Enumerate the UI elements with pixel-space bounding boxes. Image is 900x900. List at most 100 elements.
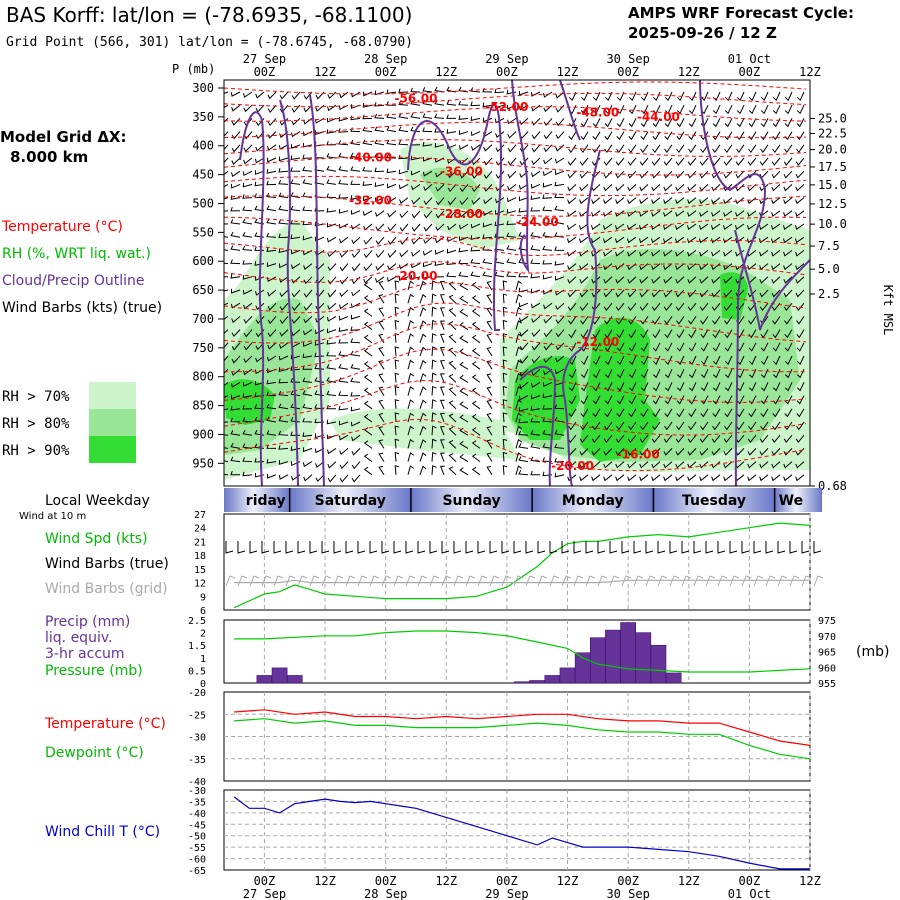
- wind-barb: [486, 333, 493, 344]
- wind-barb: [515, 425, 522, 436]
- wind-barb: [327, 302, 337, 310]
- wind-barb: [759, 157, 769, 166]
- wind-barb: [543, 302, 553, 310]
- wind-barb: [616, 118, 625, 128]
- wind-barb: [434, 261, 445, 267]
- wind-barb: [351, 461, 361, 470]
- precip-bar: [514, 681, 530, 684]
- wind-barb: [675, 434, 685, 444]
- wind-barb: [502, 438, 508, 449]
- wind-barb: [459, 374, 469, 383]
- wind-barb: [640, 421, 649, 431]
- wind-barb: [519, 355, 529, 364]
- top-date-label: 30 Sep: [606, 52, 649, 66]
- wind-barb: [675, 210, 685, 217]
- wind-barb-grid: [477, 575, 488, 587]
- wind-barb: [579, 236, 589, 244]
- wind-barb: [326, 165, 337, 172]
- wind-barb: [531, 144, 541, 153]
- wind-barb: [482, 222, 493, 228]
- wind-barb: [278, 430, 289, 436]
- wind-barb: [616, 329, 625, 339]
- wind-barb: [435, 197, 445, 206]
- wind-barb: [326, 179, 337, 185]
- wind-barb: [434, 249, 445, 255]
- wind-barb: [615, 184, 625, 192]
- wind-barb: [688, 395, 697, 405]
- wind-barb: [495, 157, 505, 166]
- wind-barb: [663, 263, 673, 271]
- wind-barb: [554, 443, 565, 449]
- wind-barb: [567, 276, 577, 284]
- wind-barb: [518, 418, 529, 424]
- rh80-swatch: [89, 409, 136, 436]
- legend-dewpoint: Dewpoint (°C): [45, 745, 144, 761]
- wind-barb: [652, 118, 661, 128]
- wind-barb: [542, 194, 553, 199]
- wind-barb: [700, 91, 709, 102]
- wind-barb: [458, 247, 469, 253]
- kft-axis: 25.022.520.017.515.012.510.07.55.02.50.6…: [810, 111, 847, 493]
- wind-barb: [603, 461, 613, 469]
- wind-barb: [530, 430, 541, 436]
- wind-barb: [554, 457, 565, 463]
- wind-barb: [506, 245, 517, 251]
- wind-barb: [712, 329, 721, 339]
- wind-barb: [486, 360, 493, 370]
- wind-barb: [783, 197, 793, 205]
- wind-barb: [772, 104, 781, 115]
- precip-bar: [286, 675, 303, 684]
- wind-barb: [784, 91, 793, 102]
- wind-barb: [446, 248, 457, 254]
- wind-barb: [224, 447, 229, 449]
- y-tick-label: 2.5: [188, 616, 206, 627]
- wind-barb: [542, 218, 553, 225]
- weekday-name: Tuesday: [682, 493, 746, 509]
- wind-barb-true: [753, 541, 762, 554]
- wind-barb: [278, 179, 289, 185]
- wind-barb: [771, 276, 781, 284]
- wind-barb: [580, 104, 589, 115]
- wind-barb: [616, 382, 625, 392]
- wind-barb: [687, 434, 697, 444]
- wind-barb: [407, 425, 414, 436]
- wind-barb: [447, 184, 457, 193]
- wind-barb: [224, 183, 229, 188]
- wind-barb: [591, 263, 601, 271]
- wind-barb: [627, 302, 637, 312]
- wind-barb: [554, 205, 565, 212]
- wind-barb: [483, 144, 493, 152]
- wind-barb: [422, 113, 433, 119]
- wind-barb: [651, 197, 661, 205]
- legend-wind-spd: Wind Spd (kts): [45, 531, 148, 547]
- wind-barb-grid: [729, 575, 740, 587]
- wind-barb: [394, 306, 400, 317]
- wind-barb: [407, 452, 414, 462]
- wind-barb: [410, 87, 421, 93]
- wind-barb: [784, 316, 793, 325]
- wind-barb-grid: [693, 575, 704, 587]
- wind-barb: [502, 346, 508, 357]
- wind-barb: [640, 118, 649, 128]
- wind-barb: [675, 157, 685, 166]
- wind-barb: [230, 219, 241, 225]
- wind-barb-true: [381, 541, 390, 554]
- wind-barb: [394, 333, 400, 343]
- wind-barb: [627, 184, 637, 192]
- wind-barb: [735, 197, 745, 205]
- wind-barb: [675, 223, 685, 231]
- wind-barb: [615, 170, 625, 179]
- wind-barb: [651, 250, 661, 257]
- wind-barb: [502, 359, 508, 370]
- wind-barb: [470, 271, 481, 278]
- wind-barb-true: [525, 541, 534, 554]
- wind-barb: [688, 421, 697, 431]
- wind-barb: [422, 170, 433, 177]
- wind-barb-true: [417, 541, 426, 554]
- pressure-tick-label: 965: [818, 648, 836, 659]
- wind-barb: [759, 302, 769, 312]
- temperature-label: -20.00: [551, 459, 594, 473]
- wind-barb: [796, 408, 805, 418]
- wind-barb: [224, 289, 229, 292]
